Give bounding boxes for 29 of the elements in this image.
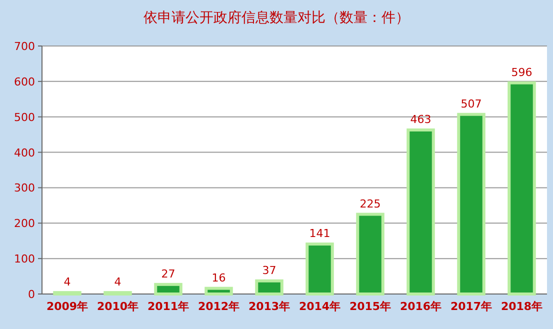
x-tick-label: 2009年 [46, 300, 88, 313]
y-tick-label: 0 [28, 288, 35, 301]
y-tick-label: 500 [14, 110, 35, 124]
data-label: 141 [309, 227, 330, 240]
data-label: 4 [114, 276, 122, 289]
y-tick-label: 700 [14, 40, 35, 53]
x-tick-label: 2015年 [349, 300, 392, 313]
x-tick-label: 2010年 [96, 300, 139, 313]
data-label: 37 [262, 264, 276, 277]
data-label: 596 [511, 66, 532, 79]
data-label: 507 [460, 97, 482, 110]
chart-title: 依申请公开政府信息数量对比（数量：件） [144, 10, 410, 26]
y-tick-label: 400 [14, 146, 35, 160]
data-label: 225 [360, 197, 381, 210]
y-tick-label: 100 [14, 252, 35, 266]
y-tick-label: 300 [14, 182, 35, 195]
x-tick-label: 2011年 [147, 300, 190, 313]
x-tick-label: 2013年 [248, 300, 290, 313]
x-tick-label: 2016年 [400, 300, 442, 313]
data-label: 4 [64, 276, 71, 289]
x-tick-label: 2018年 [500, 300, 543, 313]
x-tick-label: 2017年 [450, 300, 492, 313]
data-label: 16 [212, 271, 226, 284]
x-tick-label: 2012年 [198, 300, 240, 313]
y-tick-label: 200 [14, 217, 35, 230]
data-label: 463 [410, 112, 432, 126]
data-label: 27 [161, 267, 176, 280]
x-tick-label: 2014年 [298, 300, 341, 313]
y-tick-label: 600 [14, 75, 35, 88]
